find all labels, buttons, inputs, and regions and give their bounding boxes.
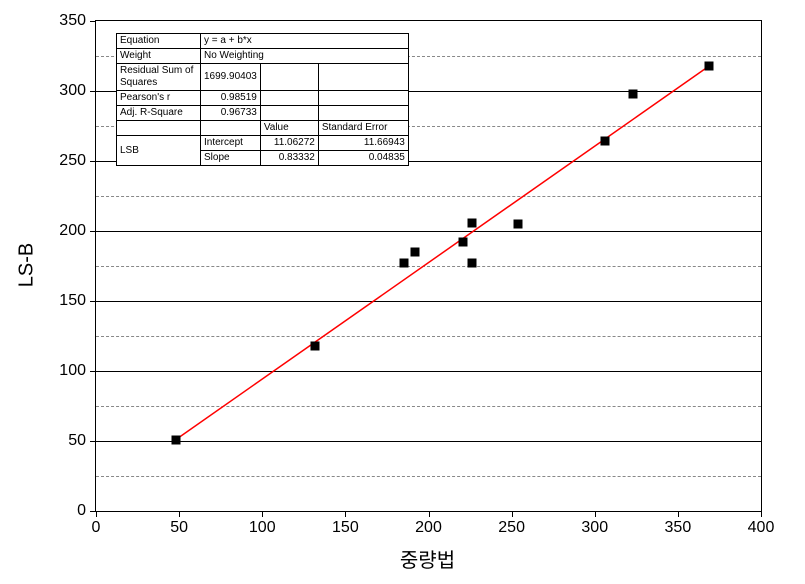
- pearson-label: Pearson's r: [117, 91, 201, 106]
- data-point: [467, 218, 476, 227]
- chart-container: 0 50 100 150 200 250 300 350 0 50 100 150 200 250 300 3…: [0, 0, 805, 584]
- x-tick: [345, 511, 346, 517]
- x-tick-label: 300: [581, 519, 608, 537]
- data-point: [705, 61, 714, 70]
- x-tick: [262, 511, 263, 517]
- x-tick: [761, 511, 762, 517]
- x-tick-label: 350: [665, 519, 692, 537]
- x-tick-label: 0: [92, 519, 101, 537]
- equation-label: Equation: [117, 34, 201, 49]
- y-tick-label: 200: [59, 222, 86, 240]
- adjr2-label: Adj. R-Square: [117, 106, 201, 121]
- x-tick-label: 250: [498, 519, 525, 537]
- x-tick: [179, 511, 180, 517]
- data-point: [600, 137, 609, 146]
- header-value: Value: [260, 121, 318, 136]
- intercept-val: 11.06272: [260, 136, 318, 151]
- fit-stats-table: Equation y = a + b*x Weight No Weighting…: [116, 33, 409, 166]
- x-axis-label: 중량법: [400, 544, 455, 573]
- slope-se: 0.04835: [318, 151, 408, 166]
- weight-label: Weight: [117, 49, 201, 64]
- equation-value: y = a + b*x: [201, 34, 409, 49]
- series-label: LSB: [117, 136, 201, 166]
- data-point: [467, 259, 476, 268]
- x-tick: [595, 511, 596, 517]
- data-point: [171, 435, 180, 444]
- data-point: [459, 238, 468, 247]
- rss-value: 1699.90403: [201, 64, 261, 91]
- adjr2-value: 0.96733: [201, 106, 261, 121]
- weight-value: No Weighting: [201, 49, 409, 64]
- x-tick-label: 150: [332, 519, 359, 537]
- y-axis-label: LS-B: [16, 243, 39, 287]
- y-tick-label: 150: [59, 292, 86, 310]
- y-tick-label: 50: [68, 432, 86, 450]
- x-tick-label: 50: [170, 519, 188, 537]
- x-tick-label: 400: [748, 519, 775, 537]
- x-tick: [96, 511, 97, 517]
- x-tick-label: 100: [249, 519, 276, 537]
- header-se: Standard Error: [318, 121, 408, 136]
- slope-label: Slope: [201, 151, 261, 166]
- rss-label: Residual Sum of Squares: [117, 64, 201, 91]
- x-tick: [429, 511, 430, 517]
- x-tick-label: 200: [415, 519, 442, 537]
- slope-val: 0.83332: [260, 151, 318, 166]
- data-point: [628, 89, 637, 98]
- x-tick: [512, 511, 513, 517]
- data-point: [411, 248, 420, 257]
- x-tick: [678, 511, 679, 517]
- pearson-value: 0.98519: [201, 91, 261, 106]
- data-point: [311, 341, 320, 350]
- intercept-label: Intercept: [201, 136, 261, 151]
- y-tick-label: 350: [59, 12, 86, 30]
- y-tick-label: 250: [59, 152, 86, 170]
- y-tick-label: 300: [59, 82, 86, 100]
- y-tick-label: 100: [59, 362, 86, 380]
- data-point: [399, 259, 408, 268]
- intercept-se: 11.66943: [318, 136, 408, 151]
- data-point: [514, 220, 523, 229]
- y-tick-label: 0: [77, 502, 86, 520]
